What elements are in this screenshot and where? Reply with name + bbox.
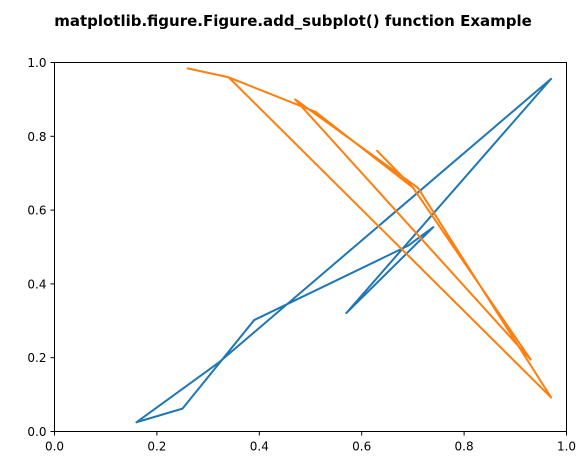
y-tick-label: 0.6: [27, 204, 46, 218]
x-axis: 0.0 0.2 0.4 0.6 0.8 1.0: [45, 431, 576, 454]
chart-title: matplotlib.figure.Figure.add_subplot() f…: [54, 12, 532, 30]
x-tick-label: 0.4: [250, 440, 269, 454]
series-line-2: [186, 67, 553, 399]
y-axis: 0.0 0.2 0.4 0.6 0.8 1.0: [27, 56, 55, 439]
x-tick-label: 0.2: [147, 440, 166, 454]
y-tick-label: 0.0: [27, 425, 46, 439]
y-tick-label: 0.2: [27, 351, 46, 365]
series-layer: [135, 67, 553, 424]
x-tick-label: 0.0: [45, 440, 64, 454]
y-tick-label: 0.4: [27, 277, 46, 291]
series-line-1: [135, 77, 553, 424]
x-tick-label: 0.8: [455, 440, 474, 454]
x-tick-label: 1.0: [557, 440, 576, 454]
axes-frame: [54, 62, 567, 432]
y-tick-label: 1.0: [27, 56, 46, 70]
y-tick-label: 0.8: [27, 130, 46, 144]
x-tick-label: 0.6: [352, 440, 371, 454]
